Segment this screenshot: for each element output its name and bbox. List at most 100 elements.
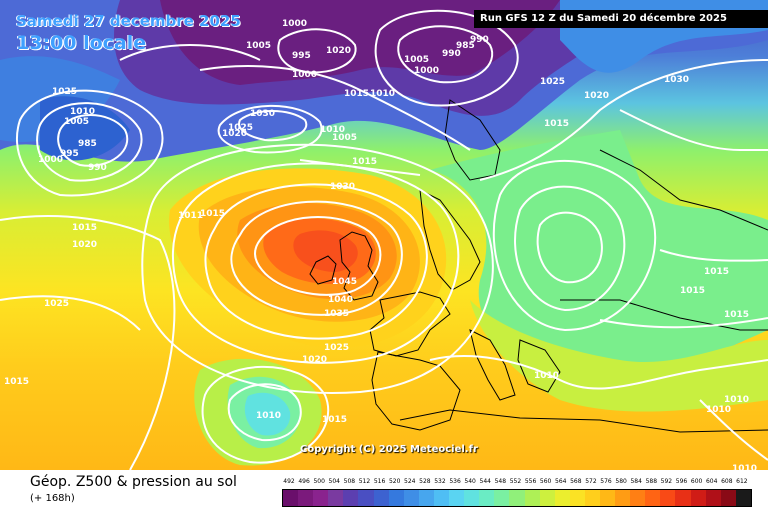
isobar-label: 1010 (706, 405, 731, 415)
isobar-label: 1010 (256, 411, 281, 421)
legend-swatch (705, 490, 721, 506)
legend-label: 600 (690, 478, 703, 485)
legend-swatch (298, 490, 314, 506)
isobar-label: 1030 (330, 182, 355, 192)
isobar-label: 1020 (302, 355, 327, 365)
legend-label: 520 (388, 478, 401, 485)
legend-label: 496 (298, 478, 310, 485)
isobar-label: 1015 (72, 223, 97, 233)
legend-label: 492 (283, 478, 295, 485)
isobar-label: 1045 (332, 277, 357, 287)
isobar-label: 1025 (324, 343, 349, 353)
legend-swatch (403, 490, 419, 506)
legend-label: 564 (555, 478, 567, 485)
legend-label: 504 (328, 478, 340, 485)
copyright-notice: Copyright (C) 2025 Meteociel.fr (300, 444, 478, 455)
legend-swatch (690, 490, 706, 506)
isobar-label: 1015 (680, 286, 705, 296)
legend-swatch (479, 490, 495, 506)
isobar-label: 1025 (52, 87, 77, 97)
legend-label: 536 (449, 478, 461, 485)
isobar-label: 1020 (584, 91, 609, 101)
legend-label: 608 (721, 478, 733, 485)
isobar-label: 1000 (414, 66, 439, 76)
legend-swatch (660, 490, 676, 506)
isobar-labels: 1000 1005 1020 1000 995 1005 1000 990 98… (4, 19, 757, 470)
legend-swatch (358, 490, 374, 506)
isobar-label: 1025 (44, 299, 69, 309)
isobar-label: 1005 (404, 55, 429, 65)
isobar-label: 1011 (178, 211, 203, 221)
legend-label: 544 (479, 478, 491, 485)
legend-label: 556 (524, 478, 537, 485)
isobar-label: 1015 (704, 267, 729, 277)
isobar-label: 995 (292, 51, 311, 61)
legend-label: 604 (705, 478, 718, 485)
legend-swatch (569, 490, 585, 506)
isobar-label: 1025 (540, 77, 565, 87)
isobar-label: 1010 (320, 125, 345, 135)
isobar-label: 985 (456, 41, 475, 51)
isobar-label: 1015 (322, 415, 347, 425)
isobar-label: 1020 (72, 240, 97, 250)
legend-swatch (735, 490, 751, 506)
legend-label: 560 (539, 478, 552, 485)
isobar-label: 1010 (370, 89, 395, 99)
isobar-label: 1030 (250, 109, 275, 119)
legend-swatch (464, 490, 480, 506)
legend-swatch (388, 490, 404, 506)
legend-label: 612 (736, 478, 748, 485)
legend-swatch (433, 490, 450, 506)
legend-label: 516 (373, 478, 386, 485)
isobar-label: 985 (78, 139, 97, 149)
legend-label: 500 (313, 478, 325, 485)
coastlines (309, 99, 768, 433)
height-field-continent (430, 130, 768, 412)
legend-swatch (283, 490, 299, 506)
legend-label: 524 (404, 478, 416, 485)
legend-label: 572 (585, 478, 597, 485)
isobar-label: 1020 (222, 129, 247, 139)
legend-label: 512 (358, 478, 371, 485)
legend-label: 588 (645, 478, 658, 485)
legend-swatch (675, 490, 691, 506)
isobar-label: 1010 (534, 371, 559, 381)
isobar-label: 1010 (70, 107, 95, 117)
isobar-label: 1000 (282, 19, 307, 29)
legend-label: 532 (434, 478, 446, 485)
legend-swatch (599, 490, 616, 506)
legend-swatch (449, 490, 465, 506)
isobar-label: 990 (442, 49, 461, 59)
legend-label: 568 (570, 478, 582, 485)
legend-swatch (373, 490, 389, 506)
isobar-label: 1015 (4, 377, 29, 387)
isobar-label: 1000 (38, 155, 63, 165)
legend-swatch (343, 490, 359, 506)
isobar-label: 1005 (246, 41, 271, 51)
legend-label: 580 (615, 478, 627, 485)
isobar-label: 1015 (344, 89, 369, 99)
isobar-label: 1015 (724, 310, 749, 320)
legend-label: 584 (630, 478, 642, 485)
legend-swatch (554, 490, 570, 506)
isobar-label: 1040 (328, 295, 353, 305)
isobar-label: 1015 (200, 209, 225, 219)
legend-label: 540 (464, 478, 476, 485)
legend-label: 592 (660, 478, 673, 485)
weather-map: 1000 1005 1020 1000 995 1005 1000 990 98… (0, 0, 768, 470)
legend-label: 528 (419, 478, 431, 485)
legend-label: 576 (600, 478, 612, 485)
isobar-label: 1015 (352, 157, 377, 167)
isobar-label: 1020 (326, 46, 351, 56)
legend-swatch (645, 490, 661, 506)
legend-swatch (584, 490, 600, 506)
isobar-label: 1035 (324, 309, 349, 319)
color-legend (282, 489, 752, 507)
product-title: Géop. Z500 & pression au sol (30, 474, 237, 490)
height-field-sw-low (194, 358, 322, 466)
legend-swatch (509, 490, 525, 506)
isobars (0, 9, 768, 470)
isobar-label: 990 (88, 163, 107, 173)
run-info: Run GFS 12 Z du Samedi 20 décembre 2025 (474, 10, 768, 28)
